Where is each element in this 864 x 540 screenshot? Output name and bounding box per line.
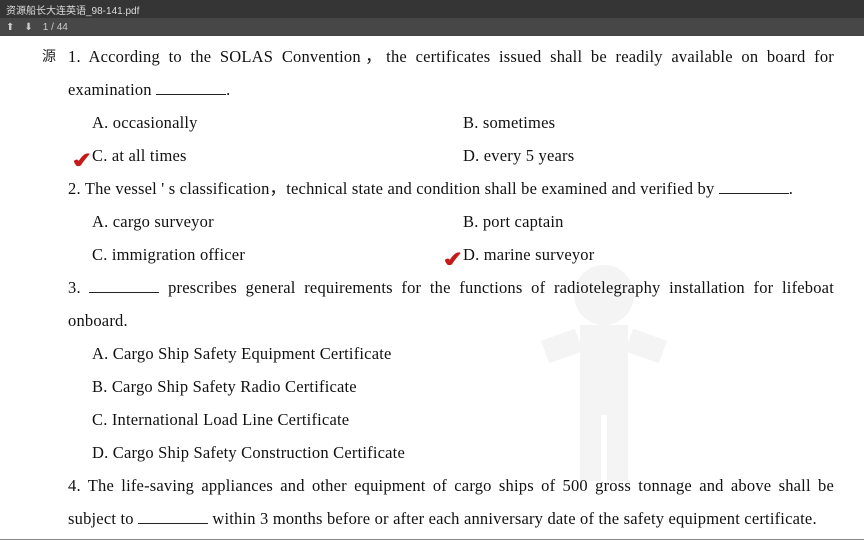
option-label: A. cargo surveyor — [92, 212, 214, 231]
page-total: 44 — [57, 22, 68, 33]
question-text: 1. According to the SOLAS Convention，the… — [68, 40, 834, 106]
question: 4. The life-saving appliances and other … — [68, 469, 834, 540]
option-row: ✔C. at all timesD. every 5 years — [68, 139, 834, 172]
filename: 资源船长大连英语_98-141.pdf — [6, 2, 139, 17]
option-label: B. port captain — [463, 212, 564, 231]
page-up-icon[interactable]: ⬆ — [6, 22, 14, 33]
option-label: C. at all times — [92, 146, 187, 165]
option: ✔D. marine surveyor — [463, 238, 834, 271]
title-bar: 资源船长大连英语_98-141.pdf — [0, 0, 864, 18]
option: B. sometimes — [463, 106, 834, 139]
question: 1. According to the SOLAS Convention，the… — [68, 40, 834, 172]
question: 3. prescribes general requirements for t… — [68, 271, 834, 469]
option: B. port captain — [463, 205, 834, 238]
pdf-page: 源 1. According to the SOLAS Convention，t… — [0, 36, 864, 540]
option-row: A. cargo surveyor B. port captain — [68, 205, 834, 238]
page-down-icon[interactable]: ⬇ — [24, 22, 32, 33]
option: C. immigration officer — [92, 238, 463, 271]
option: A. occasionally — [92, 106, 463, 139]
question-text: 2. The vessel ' s classification，technic… — [68, 172, 834, 205]
question-text: 4. The life-saving appliances and other … — [68, 469, 834, 535]
option: A. Cargo Ship Safety Equipment Certifica… — [68, 337, 834, 370]
option: ✔C. at all times — [92, 139, 463, 172]
option: B. Cargo Ship Safety Radio Certificate — [68, 370, 834, 403]
option-label: A. occasionally — [92, 113, 198, 132]
option-label: B. sometimes — [463, 113, 555, 132]
option-label: D. every 5 years — [463, 146, 574, 165]
question-text: 3. prescribes general requirements for t… — [68, 271, 834, 337]
side-label: 源 — [42, 46, 56, 66]
option: D. every 5 years — [463, 139, 834, 172]
option-row: C. immigration officer ✔D. marine surveyo… — [68, 238, 834, 271]
option-row: A. occasionally B. sometimes — [68, 106, 834, 139]
option: C. International Load Line Certificate — [68, 403, 834, 436]
option: A. cargo surveyor — [92, 205, 463, 238]
question: 2. The vessel ' s classification，technic… — [68, 172, 834, 271]
page-indicator: 1 / 44 — [43, 22, 68, 33]
option-label: C. immigration officer — [92, 245, 245, 264]
toolbar: ⬆ ⬇ 1 / 44 — [0, 18, 864, 36]
option-label: D. marine surveyor — [463, 245, 594, 264]
option: D. Cargo Ship Safety Construction Certif… — [68, 436, 834, 469]
